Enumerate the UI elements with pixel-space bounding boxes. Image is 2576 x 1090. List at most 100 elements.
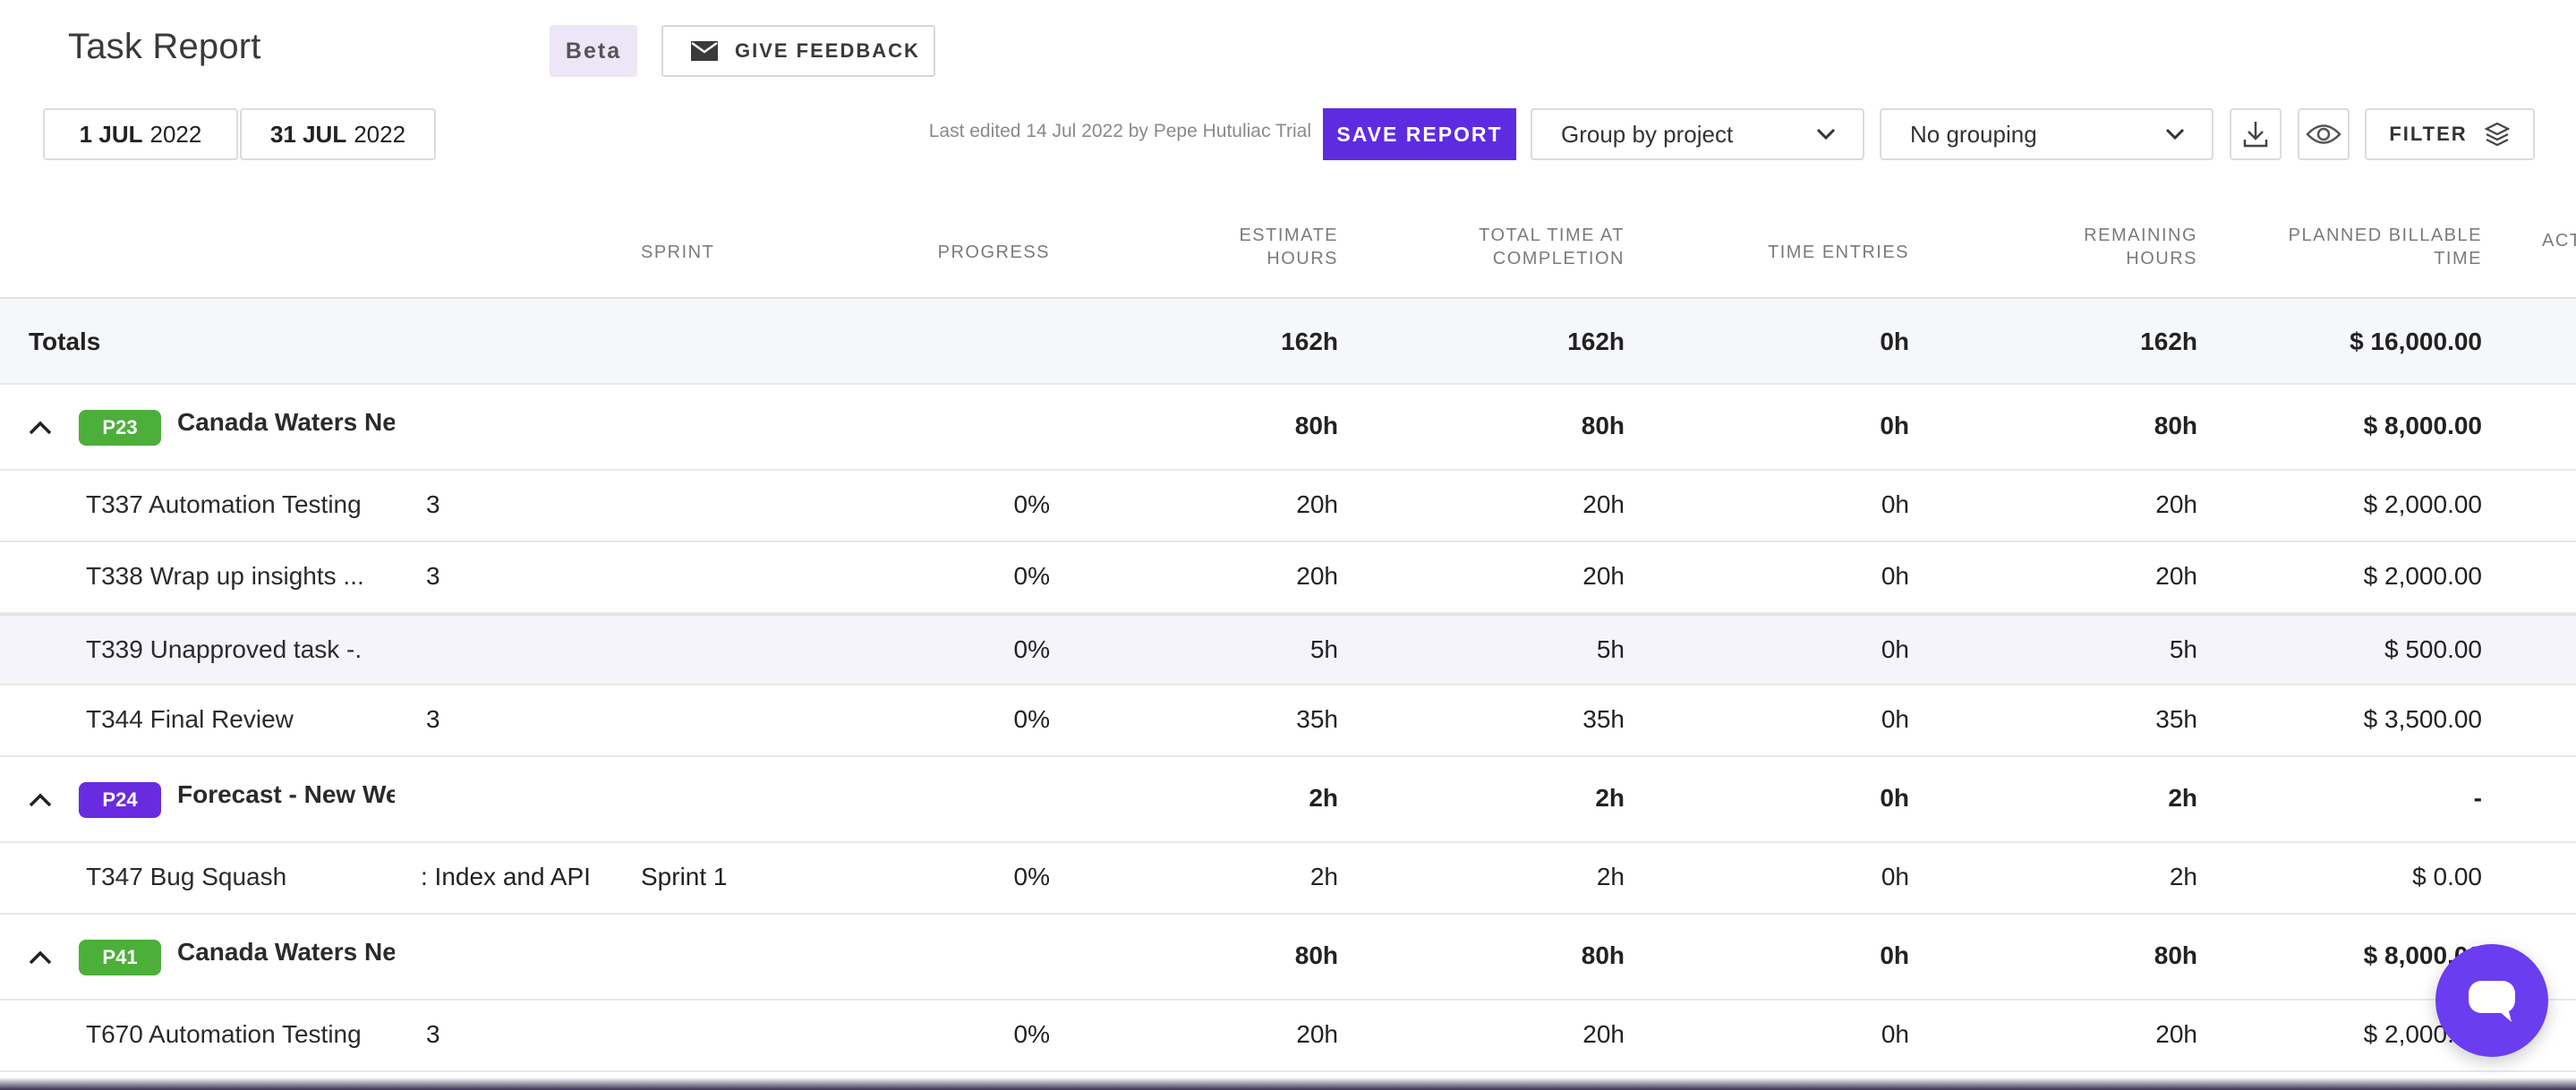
task-progress: 0% — [1013, 490, 1050, 518]
task-phase: : Index and API — [421, 863, 591, 890]
filter-button[interactable]: FILTER — [2365, 108, 2535, 160]
task-name[interactable]: T338 Wrap up insights ... — [86, 562, 363, 590]
save-report-button[interactable]: SAVE REPORT — [1323, 108, 1516, 160]
col-actual[interactable]: ACT — [2542, 231, 2576, 251]
table-row[interactable]: T339 Unapproved task -... 0% 5h 5h 0h 5h… — [0, 614, 2576, 686]
chevron-up-icon[interactable] — [27, 949, 54, 967]
grouping-select[interactable]: No grouping — [1880, 108, 2213, 160]
task-phase: 3 — [426, 562, 440, 590]
task-estimate: 20h — [1296, 562, 1338, 590]
table-row[interactable]: T344 Final Review 3 0% 35h 35h 0h 35h $ … — [0, 686, 2576, 757]
project-row[interactable]: P23 Canada Waters New 80h 80h 0h 80h $ 8… — [0, 385, 2576, 471]
task-remaining: 35h — [2155, 705, 2197, 733]
totals-entries: 0h — [1880, 328, 1909, 355]
task-estimate: 35h — [1296, 705, 1338, 733]
totals-billable: $ 16,000.00 — [2350, 328, 2482, 355]
task-remaining: 20h — [2155, 562, 2197, 590]
task-sprint: Sprint 1 — [641, 863, 728, 890]
project-remaining: 2h — [2168, 784, 2197, 812]
last-edited-text: Last edited 14 Jul 2022 by Pepe Hutuliac… — [928, 121, 1311, 141]
project-name: Canada Waters New — [177, 408, 395, 436]
chevron-up-icon[interactable] — [27, 419, 54, 437]
project-billable: $ 8,000.00 — [2363, 412, 2482, 439]
task-remaining: 20h — [2155, 490, 2197, 518]
project-badge: P24 — [79, 782, 161, 818]
col-time-entries[interactable]: TIME ENTRIES — [1767, 243, 1909, 262]
project-badge: P23 — [79, 410, 161, 446]
col-remaining-hours[interactable]: REMAINING HOURS — [2014, 224, 2197, 270]
group-by-select[interactable]: Group by project — [1531, 108, 1864, 160]
group-by-value: Group by project — [1561, 120, 1734, 148]
task-phase: 3 — [426, 1020, 440, 1048]
task-entries: 0h — [1881, 635, 1909, 663]
end-date-day: 31 JUL — [269, 120, 347, 148]
totals-label: Totals — [29, 328, 101, 355]
chevron-up-icon[interactable] — [27, 791, 54, 809]
task-name[interactable]: T344 Final Review — [86, 705, 294, 733]
chat-icon — [2469, 981, 2515, 1022]
give-feedback-button[interactable]: GIVE FEEDBACK — [661, 25, 935, 77]
col-remaining-line2: HOURS — [2126, 249, 2197, 268]
project-row[interactable]: P24 Forecast - New Website 2h 2h 0h 2h - — [0, 757, 2576, 843]
task-remaining: 2h — [2169, 863, 2197, 890]
task-progress: 0% — [1013, 1020, 1050, 1048]
table-row[interactable]: T337 Automation Testing 3 0% 20h 20h 0h … — [0, 471, 2576, 542]
task-name[interactable]: T347 Bug Squash — [86, 863, 287, 890]
chat-button[interactable] — [2435, 944, 2548, 1057]
start-date-year: 2022 — [149, 120, 202, 148]
task-billable: $ 2,000.00 — [2363, 490, 2482, 518]
task-name[interactable]: T670 Automation Testing — [86, 1020, 362, 1048]
task-total: 20h — [1582, 1020, 1625, 1048]
table-row[interactable]: T347 Bug Squash : Index and API Sprint 1… — [0, 843, 2576, 915]
task-billable: $ 0.00 — [2412, 863, 2482, 890]
chevron-down-icon — [1816, 128, 1836, 141]
give-feedback-label: GIVE FEEDBACK — [735, 39, 920, 62]
task-billable: $ 3,500.00 — [2363, 705, 2482, 733]
task-entries: 0h — [1881, 490, 1909, 518]
task-total: 20h — [1582, 490, 1625, 518]
chevron-down-icon — [2165, 128, 2185, 141]
project-remaining: 80h — [2154, 941, 2197, 969]
task-estimate: 20h — [1296, 490, 1338, 518]
col-billable-line2: TIME — [2434, 249, 2482, 268]
col-planned-billable[interactable]: PLANNED BILLABLE TIME — [2256, 224, 2482, 270]
task-name[interactable]: T337 Automation Testing — [86, 490, 362, 518]
task-estimate: 20h — [1296, 1020, 1338, 1048]
col-estimate-line1: ESTIMATE — [1239, 226, 1338, 245]
task-remaining: 5h — [2169, 635, 2197, 663]
end-date-year: 2022 — [354, 120, 406, 148]
table-row[interactable]: T338 Wrap up insights ... 3 0% 20h 20h 0… — [0, 542, 2576, 614]
report-header: Task Report Beta GIVE FEEDBACK 1 JUL 202… — [0, 0, 2576, 188]
totals-row: Totals 162h 162h 0h 162h $ 16,000.00 — [0, 297, 2576, 385]
col-total-line1: TOTAL TIME AT — [1479, 226, 1625, 245]
col-estimate-hours[interactable]: ESTIMATE HOURS — [1159, 224, 1338, 270]
task-name[interactable]: T339 Unapproved task -... — [86, 635, 363, 663]
download-icon — [2243, 122, 2268, 148]
project-entries: 0h — [1880, 941, 1909, 969]
task-progress: 0% — [1013, 705, 1050, 733]
project-billable: - — [2473, 784, 2482, 812]
project-row[interactable]: P41 Canada Waters New 80h 80h 0h 80h $ 8… — [0, 915, 2576, 1001]
end-date-button[interactable]: 31 JUL 2022 — [240, 108, 436, 160]
col-progress[interactable]: PROGRESS — [937, 243, 1050, 262]
visibility-button[interactable] — [2298, 108, 2350, 160]
grouping-value: No grouping — [1910, 120, 2037, 148]
task-progress: 0% — [1013, 863, 1050, 890]
start-date-button[interactable]: 1 JUL 2022 — [43, 108, 238, 160]
totals-estimate: 162h — [1281, 328, 1338, 355]
task-total: 35h — [1582, 705, 1625, 733]
layers-icon — [2484, 122, 2511, 147]
start-date-day: 1 JUL — [79, 120, 143, 148]
task-remaining: 20h — [2155, 1020, 2197, 1048]
task-progress: 0% — [1013, 562, 1050, 590]
col-total-time[interactable]: TOTAL TIME AT COMPLETION — [1410, 224, 1625, 270]
task-entries: 0h — [1881, 705, 1909, 733]
download-button[interactable] — [2230, 108, 2282, 160]
table-row[interactable]: T670 Automation Testing 3 0% 20h 20h 0h … — [0, 1001, 2576, 1072]
col-billable-line1: PLANNED BILLABLE — [2288, 226, 2482, 245]
col-sprint[interactable]: SPRINT — [641, 243, 715, 262]
task-estimate: 5h — [1309, 635, 1338, 663]
project-name: Canada Waters New — [177, 938, 395, 966]
filter-label: FILTER — [2389, 123, 2468, 145]
project-total: 2h — [1595, 784, 1625, 812]
